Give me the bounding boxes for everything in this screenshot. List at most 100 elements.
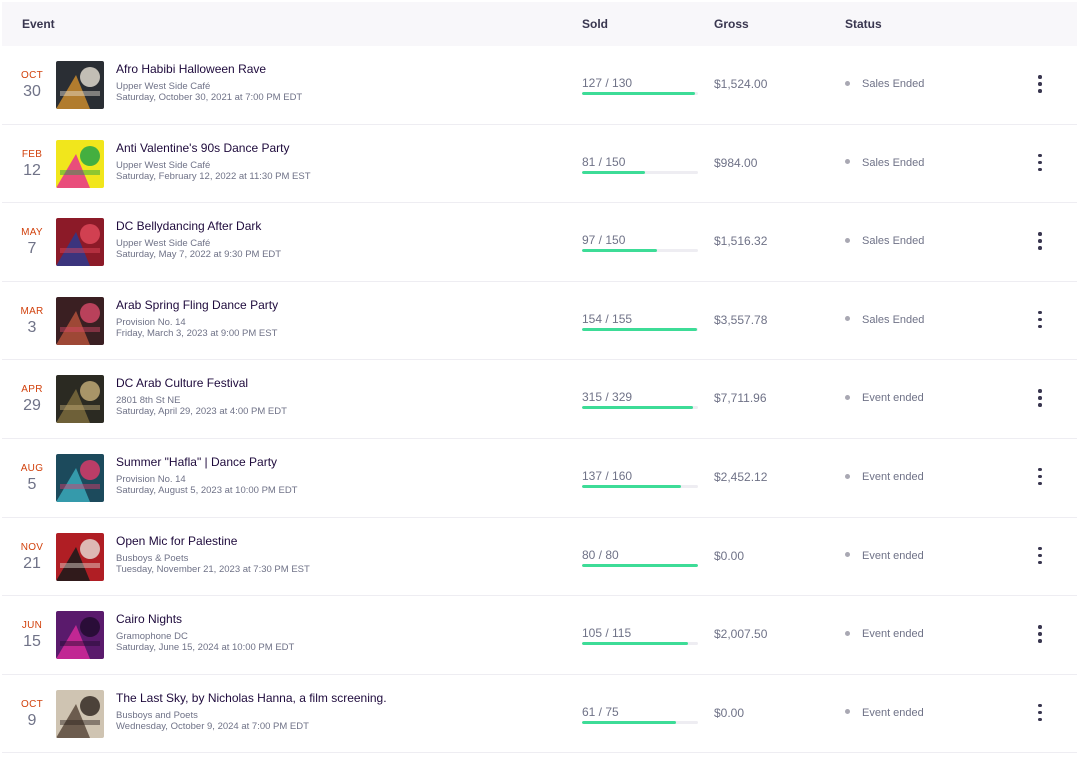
kebab-dot-icon <box>1038 82 1042 86</box>
kebab-dot-icon <box>1038 467 1042 472</box>
event-row[interactable]: OCT 30 Afro Habibi Halloween Rave Upper … <box>2 46 1077 125</box>
event-gross: $2,452.12 <box>714 469 768 484</box>
event-status-label: Sales Ended <box>862 156 925 169</box>
kebab-dot-icon <box>1038 639 1042 643</box>
event-month: JUN <box>21 620 43 632</box>
column-header-status[interactable]: Status <box>845 17 882 31</box>
event-month: APR <box>21 384 43 396</box>
more-actions-button[interactable] <box>1030 72 1050 96</box>
event-status-label: Event ended <box>862 706 924 719</box>
event-status: Sales Ended <box>845 157 924 169</box>
more-actions-button[interactable] <box>1030 151 1050 175</box>
event-datetime: Saturday, May 7, 2022 at 9:30 PM EDT <box>116 249 282 261</box>
more-actions-button[interactable] <box>1030 622 1050 646</box>
event-day: 21 <box>23 554 41 572</box>
tickets-sold-progress-bar <box>582 563 698 567</box>
event-status-label: Event ended <box>862 549 924 562</box>
event-status-label: Sales Ended <box>862 78 925 90</box>
event-datetime: Saturday, April 29, 2023 at 4:00 PM EDT <box>116 406 287 418</box>
tickets-sold-progress-bar <box>582 170 698 174</box>
event-title[interactable]: Open Mic for Palestine <box>116 533 238 548</box>
status-dot-icon <box>845 316 850 322</box>
kebab-dot-icon <box>1038 396 1042 400</box>
event-date: MAR 3 <box>14 306 50 338</box>
event-row[interactable]: JUN 15 Cairo Nights Gramophone DC Saturd… <box>2 596 1077 675</box>
status-dot-icon <box>845 473 850 479</box>
event-month: FEB <box>21 148 43 160</box>
event-info: Open Mic for Palestine Busboys & Poets T… <box>116 533 566 575</box>
event-venue: Busboys and Poets <box>116 709 198 721</box>
kebab-dot-icon <box>1038 703 1042 708</box>
tickets-sold: 97 / 150 <box>582 233 700 253</box>
tickets-sold: 137 / 160 <box>582 469 700 488</box>
event-venue: Busboys & Poets <box>116 552 189 564</box>
more-actions-button[interactable] <box>1030 229 1050 253</box>
event-status-label: Event ended <box>862 628 924 641</box>
kebab-dot-icon <box>1038 710 1042 715</box>
tickets-sold-count: 127 / 130 <box>582 76 633 90</box>
tickets-sold-progress-bar <box>582 406 698 410</box>
status-dot-icon <box>845 709 850 715</box>
event-status: Sales Ended <box>845 235 924 247</box>
event-row[interactable]: MAR 3 Arab Spring Fling Dance Party Prov… <box>2 281 1077 361</box>
event-month: MAR <box>20 305 44 317</box>
event-title[interactable]: The Last Sky, by Nicholas Hanna, a film … <box>116 690 387 705</box>
event-title[interactable]: Arab Spring Fling Dance Party <box>116 297 279 312</box>
event-row[interactable]: FEB 12 Anti Valentine's 90s Dance Party … <box>2 124 1077 204</box>
kebab-dot-icon <box>1038 239 1042 243</box>
event-month: NOV <box>20 541 44 553</box>
kebab-dot-icon <box>1038 160 1042 165</box>
bellydancing-thumbnail[interactable] <box>56 218 104 267</box>
event-day: 29 <box>23 397 41 415</box>
more-actions-button[interactable] <box>1030 308 1050 332</box>
event-venue: Upper West Side Café <box>116 81 211 92</box>
spring-fling-thumbnail[interactable] <box>56 296 104 345</box>
event-title[interactable]: DC Bellydancing After Dark <box>116 219 262 234</box>
event-title[interactable]: Anti Valentine's 90s Dance Party <box>116 140 290 155</box>
kebab-dot-icon <box>1038 317 1042 322</box>
event-row[interactable]: AUG 5 Summer "Hafla" | Dance Party Provi… <box>2 438 1077 518</box>
event-day: 12 <box>23 161 41 179</box>
tickets-sold-progress-bar <box>582 249 698 253</box>
event-info: DC Bellydancing After Dark Upper West Si… <box>116 218 566 260</box>
column-header-gross[interactable]: Gross <box>714 17 749 31</box>
event-title[interactable]: Afro Habibi Halloween Rave <box>116 62 267 76</box>
event-title[interactable]: Cairo Nights <box>116 612 183 627</box>
open-mic-thumbnail[interactable] <box>56 532 104 581</box>
column-header-event[interactable]: Event <box>22 17 55 31</box>
culture-festival-thumbnail[interactable] <box>56 375 104 424</box>
event-status: Event ended <box>845 550 924 562</box>
event-venue: 2801 8th St NE <box>116 395 181 407</box>
more-actions-button[interactable] <box>1030 544 1050 568</box>
kebab-dot-icon <box>1038 246 1042 250</box>
kebab-dot-icon <box>1038 553 1042 558</box>
neon-dance-party-thumbnail[interactable] <box>56 139 104 188</box>
tickets-sold-progress-fill <box>582 92 696 95</box>
event-title[interactable]: Summer "Hafla" | Dance Party <box>116 454 278 469</box>
halloween-rave-thumbnail[interactable] <box>56 61 104 109</box>
more-actions-button[interactable] <box>1030 465 1050 489</box>
event-date: JUN 15 <box>14 620 50 652</box>
tickets-sold: 154 / 155 <box>582 312 700 331</box>
tickets-sold-progress-bar <box>582 327 698 331</box>
event-row[interactable]: NOV 21 Open Mic for Palestine Busboys & … <box>2 517 1077 597</box>
column-header-sold[interactable]: Sold <box>582 17 608 31</box>
event-row[interactable]: OCT 9 The Last Sky, by Nicholas Hanna, a… <box>2 674 1077 754</box>
event-title[interactable]: DC Arab Culture Festival <box>116 376 249 391</box>
tickets-sold-count: 97 / 150 <box>582 233 626 248</box>
hafla-thumbnail[interactable] <box>56 453 104 502</box>
cairo-nights-thumbnail[interactable] <box>56 611 104 660</box>
more-actions-button[interactable] <box>1030 701 1050 725</box>
event-row[interactable]: APR 29 DC Arab Culture Festival 2801 8th… <box>2 360 1077 439</box>
tickets-sold-progress-bar <box>582 92 698 95</box>
film-screening-thumbnail[interactable] <box>56 689 104 738</box>
event-row[interactable]: MAY 7 DC Bellydancing After Dark Upper W… <box>2 203 1077 282</box>
event-status: Event ended <box>845 707 924 719</box>
event-day: 3 <box>27 318 37 336</box>
table-header: Event Sold Gross Status <box>2 2 1077 46</box>
tickets-sold-progress-fill <box>582 327 698 331</box>
more-actions-button[interactable] <box>1030 386 1050 410</box>
event-venue: Provision No. 14 <box>116 473 186 485</box>
status-dot-icon <box>845 394 850 400</box>
